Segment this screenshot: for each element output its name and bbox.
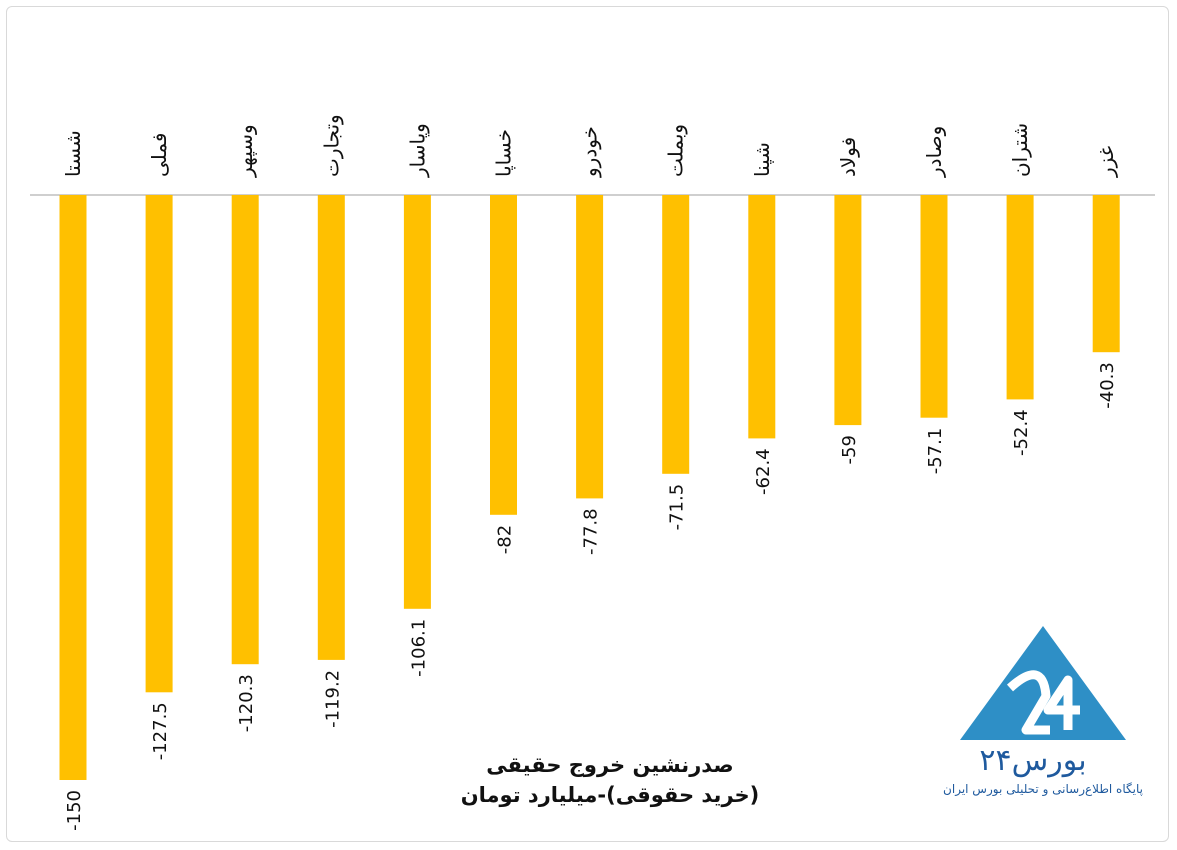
value-label-11: -57.1 xyxy=(925,428,946,475)
category-label-3: وسپهر xyxy=(233,124,258,178)
logo-tagline: پایگاه اطلاع‌رسانی و تحلیلی بورس ایران xyxy=(943,782,1143,796)
category-label-4: وتجارت xyxy=(319,114,343,177)
value-label-6: -82 xyxy=(495,525,516,554)
bar-12 xyxy=(1006,195,1034,400)
category-label-5: وپاسار xyxy=(405,123,430,178)
category-label-13: غزر xyxy=(1094,146,1118,178)
chart-title-line1: صدرنشین خروج حقیقی xyxy=(486,753,734,777)
value-labels: -150 -127.5 -120.3 -119.2 -106.1 -82 -77.8 -71.… xyxy=(64,362,1118,831)
value-label-3: -120.3 xyxy=(236,674,257,732)
bar-11 xyxy=(920,195,948,418)
bar-8 xyxy=(662,195,690,474)
category-label-11: وصادر xyxy=(922,126,946,178)
logo-name: بورس۲۴ xyxy=(979,743,1087,778)
bar-9 xyxy=(748,195,776,439)
logo-triangle-icon xyxy=(960,626,1126,740)
category-label-7: خودرو xyxy=(578,126,602,178)
bar-1 xyxy=(59,195,87,780)
bar-13 xyxy=(1092,195,1120,353)
bar-10 xyxy=(834,195,862,426)
bar-5 xyxy=(403,195,431,609)
chart-title-line2: (خرید حقوقی)-میلیارد تومان xyxy=(460,783,760,807)
bourse24-logo: بورس۲۴ پایگاه اطلاع‌رسانی و تحلیلی بورس … xyxy=(918,618,1168,808)
value-label-9: -62.4 xyxy=(753,448,774,495)
value-label-4: -119.2 xyxy=(322,670,343,728)
bar-6 xyxy=(490,195,517,515)
bar-3 xyxy=(231,195,259,665)
bars-group xyxy=(59,195,1120,780)
value-label-13: -40.3 xyxy=(1097,362,1118,409)
value-label-1: -150 xyxy=(64,790,85,831)
category-label-10: فولاد xyxy=(836,137,860,177)
bar-2 xyxy=(145,195,173,693)
value-label-7: -77.8 xyxy=(581,508,602,555)
value-label-12: -52.4 xyxy=(1011,409,1032,456)
category-label-8: وبملت xyxy=(664,124,688,177)
value-label-8: -71.5 xyxy=(667,484,688,531)
value-label-10: -59 xyxy=(839,435,860,464)
category-label-1: شستا xyxy=(61,130,85,177)
value-label-2: -127.5 xyxy=(150,702,171,760)
category-label-2: فملی xyxy=(147,133,171,177)
category-label-12: شتران xyxy=(1008,123,1032,177)
category-label-6: خساپا xyxy=(492,129,517,177)
bar-4 xyxy=(317,195,345,660)
value-label-5: -106.1 xyxy=(408,619,429,677)
category-label-9: شپنا xyxy=(750,142,775,177)
bar-7 xyxy=(576,195,604,499)
chart-title: صدرنشین خروج حقیقی (خرید حقوقی)-میلیارد … xyxy=(400,750,820,810)
category-labels: شستا فملی وسپهر وتجارت وپاسار خساپا خودرو وبملت… xyxy=(61,114,1118,178)
